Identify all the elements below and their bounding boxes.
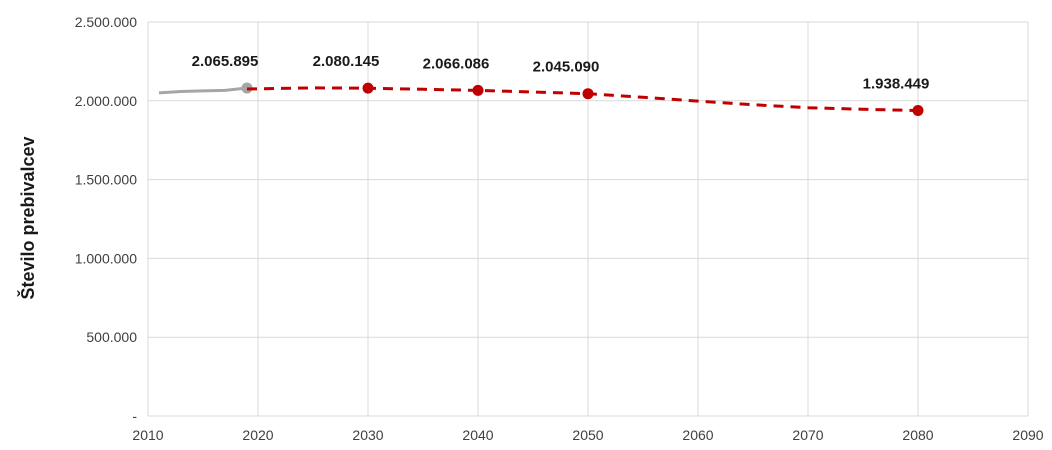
x-tick-label: 2020 — [242, 427, 273, 443]
projection-line — [246, 86, 919, 112]
data-label: 1.938.449 — [863, 76, 930, 93]
data-point-marker — [472, 84, 484, 96]
x-tick-label: 2070 — [792, 427, 823, 443]
x-tick-label: 2040 — [462, 427, 493, 443]
grid — [147, 21, 1029, 417]
x-tick-label: 2010 — [132, 427, 163, 443]
y-axis-title: Število prebivalcev — [17, 136, 38, 299]
x-tick-label: 2090 — [1012, 427, 1043, 443]
x-tick-label: 2030 — [352, 427, 383, 443]
y-tick-label: 2.000.000 — [75, 93, 137, 109]
data-point-marker — [582, 88, 594, 100]
data-label: 2.065.895 — [192, 53, 259, 70]
y-tick-label: 500.000 — [86, 329, 137, 345]
x-tick-label: 2080 — [902, 427, 933, 443]
data-label: 2.080.145 — [313, 53, 380, 70]
y-tick-label: - — [132, 408, 137, 424]
axes: 2010 2020 2030 2040 2050 2060 2070 2080 2090 - 500… — [75, 14, 1044, 443]
data-label: 2.066.086 — [423, 55, 490, 72]
historical-line — [158, 86, 248, 95]
y-tick-label: 1.000.000 — [75, 250, 137, 266]
y-tick-label: 1.500.000 — [75, 172, 137, 188]
y-tick-label: 2.500.000 — [75, 14, 137, 30]
data-labels: 2.065.895 2.080.145 2.066.086 2.045.090 1.93… — [192, 53, 930, 92]
x-tick-label: 2050 — [572, 427, 603, 443]
series — [158, 82, 924, 117]
data-point-marker — [362, 82, 374, 94]
x-tick-label: 2060 — [682, 427, 713, 443]
data-label: 2.045.090 — [533, 59, 600, 76]
data-point-marker — [912, 105, 924, 117]
